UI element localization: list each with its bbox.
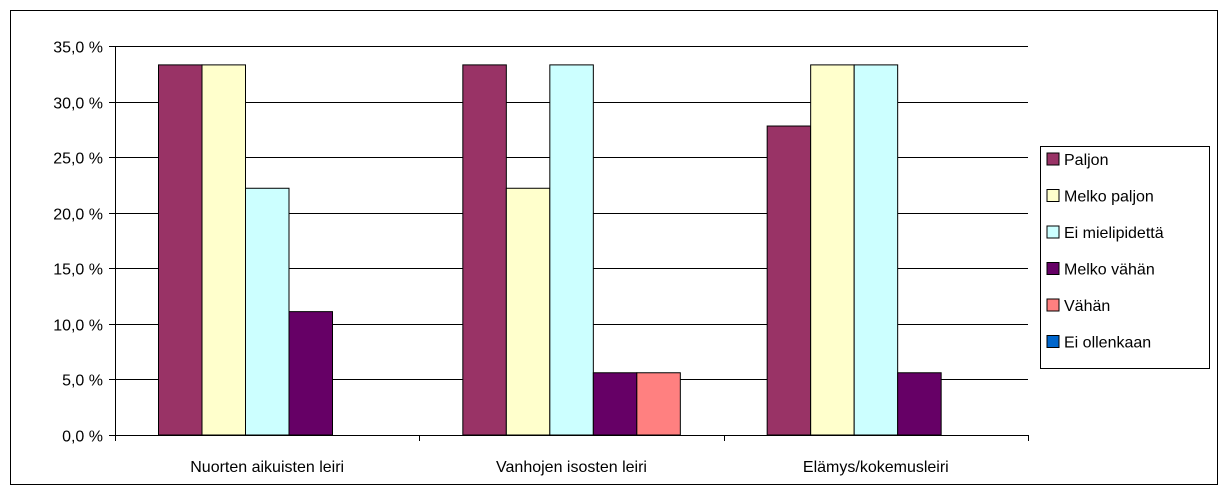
x-axis-category-labels: Nuorten aikuisten leiri Vanhojen isosten … xyxy=(190,459,949,476)
y-tick-label: 35,0 % xyxy=(53,40,103,57)
bar xyxy=(288,311,333,436)
x-category-label: Nuorten aikuisten leiri xyxy=(190,459,344,476)
bar xyxy=(549,64,594,436)
bar xyxy=(245,187,290,436)
legend: Paljon Melko paljon Ei mielipidettä Melko v… xyxy=(1040,146,1210,369)
bar xyxy=(853,64,899,436)
bar xyxy=(505,187,551,436)
legend-label: Paljon xyxy=(1064,152,1108,169)
x-category-label: Vanhojen isosten leiri xyxy=(496,459,647,476)
bar xyxy=(810,64,855,436)
legend-swatch xyxy=(1046,335,1060,348)
y-tick-label: 30,0 % xyxy=(53,96,103,113)
y-tick-label: 0,0 % xyxy=(62,429,103,446)
legend-swatch xyxy=(1046,225,1060,239)
y-axis-tick-labels: 0,0 % 5,0 % 10,0 % 15,0 % 20,0 % 25,0 % 30,0 %… xyxy=(53,40,103,446)
legend-swatch xyxy=(1046,298,1060,312)
legend-swatch xyxy=(1046,262,1060,275)
bar xyxy=(897,372,942,436)
legend-label: Melko paljon xyxy=(1064,189,1154,206)
bar xyxy=(592,372,638,436)
legend-label: Ei mielipidettä xyxy=(1064,225,1164,242)
bar xyxy=(766,125,812,436)
bar xyxy=(462,64,507,436)
y-tick-label: 20,0 % xyxy=(53,207,103,224)
bar xyxy=(158,64,203,436)
axes xyxy=(109,46,1029,441)
y-tick-label: 15,0 % xyxy=(53,262,103,279)
legend-swatch xyxy=(1046,152,1060,166)
x-category-label: Elämys/kokemusleiri xyxy=(803,459,949,476)
y-tick-label: 25,0 % xyxy=(53,151,103,168)
legend-swatch xyxy=(1046,189,1060,202)
bar xyxy=(201,64,246,436)
bar xyxy=(636,372,681,436)
legend-box xyxy=(1040,146,1210,369)
legend-label: Melko vähän xyxy=(1064,262,1155,279)
legend-label: Ei ollenkaan xyxy=(1064,335,1151,352)
y-tick-label: 10,0 % xyxy=(53,318,103,335)
bars xyxy=(158,64,942,436)
legend-label: Vähän xyxy=(1064,298,1110,315)
y-tick-label: 5,0 % xyxy=(62,373,103,390)
